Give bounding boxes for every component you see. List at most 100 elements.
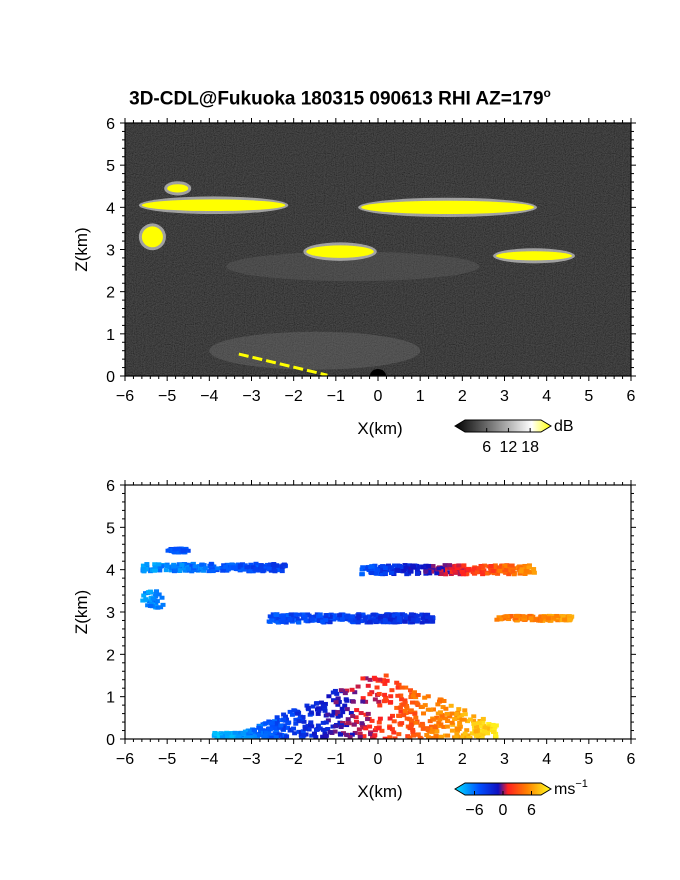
layer_3km_mid-cell xyxy=(358,619,364,624)
layer_4km_east-cell xyxy=(517,571,523,576)
boundary_layer-cell xyxy=(389,727,395,732)
layer_4km_west-cell xyxy=(225,567,231,572)
boundary_layer-cell xyxy=(408,718,414,723)
layer_4km_west-cell xyxy=(210,569,216,574)
boundary_layer-cell xyxy=(302,724,308,729)
layer_4km_east-cell xyxy=(400,565,406,570)
layer_3km_west-cell xyxy=(143,597,149,602)
boundary_layer-cell xyxy=(301,719,307,724)
layer_3km_mid-cell xyxy=(334,616,340,621)
x-tick-label: 4 xyxy=(542,751,551,768)
boundary_layer-cell xyxy=(377,703,383,708)
layer_4km_west-cell xyxy=(254,563,260,568)
layer_4km_east-cell xyxy=(438,571,444,576)
layer_3km_west-cell xyxy=(153,602,159,607)
layer-halo xyxy=(226,251,480,282)
boundary_layer-cell xyxy=(450,722,456,727)
boundary_layer-cell xyxy=(435,702,441,707)
layer_4km_west-cell xyxy=(258,563,264,568)
layer_4km_west-cell xyxy=(176,562,182,567)
layer_4km_west-cell xyxy=(152,562,158,567)
boundary_layer-cell xyxy=(477,732,483,737)
radar-site xyxy=(370,369,386,376)
layer_3km_mid-cell xyxy=(392,619,398,624)
layer_4km_east-cell xyxy=(499,565,505,570)
boundary_layer-cell xyxy=(359,721,365,726)
x-tick-label: −2 xyxy=(285,388,303,405)
layer_4_5km_west-cell xyxy=(176,546,182,551)
layer_4km_east-cell xyxy=(417,565,423,570)
layer_4km_east-cell xyxy=(523,569,529,574)
boundary_layer-cell xyxy=(352,690,358,695)
layer_3km_west-cell xyxy=(150,596,156,601)
layer_4km_west-cell xyxy=(247,568,253,573)
boundary_layer-cell xyxy=(372,733,378,738)
boundary_layer-cell xyxy=(410,700,416,705)
layer_3km_west-cell xyxy=(154,589,160,594)
plot-area xyxy=(125,485,631,739)
layer_3km_mid-cell xyxy=(316,618,322,623)
boundary_layer-cell xyxy=(434,729,440,734)
layer_4km_west-cell xyxy=(235,565,241,570)
boundary_layer-cell xyxy=(287,709,293,714)
boundary_layer-cell xyxy=(480,732,486,737)
boundary_layer-cell xyxy=(413,715,419,720)
layer_4km_east-cell xyxy=(511,572,517,577)
layer_4km_west-cell xyxy=(141,569,147,574)
boundary_layer-cell xyxy=(413,720,419,725)
x-tick-label: −4 xyxy=(200,751,218,768)
layer_4km_east-cell xyxy=(426,563,432,568)
boundary_layer-cell xyxy=(454,731,460,736)
layer_3km_mid-cell xyxy=(402,613,408,618)
boundary_layer-cell xyxy=(425,707,431,712)
layer_3km_mid-cell xyxy=(288,612,294,617)
layer_3km_mid-cell xyxy=(428,616,434,621)
boundary_layer-cell xyxy=(425,727,431,732)
boundary_layer-cell xyxy=(330,698,336,703)
boundary_layer-cell xyxy=(300,729,306,734)
boundary_layer-cell xyxy=(400,702,406,707)
layer_3km_mid-cell xyxy=(296,620,302,625)
boundary_layer-cell xyxy=(232,735,238,739)
layer_4km_west-cell xyxy=(182,568,188,573)
layer_4km_east-cell xyxy=(380,564,386,569)
layer_3km_east-cell xyxy=(537,618,543,623)
layer_4km_west-cell xyxy=(215,566,221,571)
boundary_layer-cell xyxy=(457,724,463,729)
boundary_layer-cell xyxy=(274,726,280,731)
boundary_layer-cell xyxy=(402,708,408,713)
layer_4km_west xyxy=(141,199,286,212)
layer_3km_east-cell xyxy=(508,613,514,618)
layer_4km_east-cell xyxy=(526,565,532,570)
colorbar: 6 12 18 dB xyxy=(454,418,574,456)
boundary_layer-cell xyxy=(407,735,413,739)
boundary_layer-cell xyxy=(404,706,410,711)
layer_3km_mid-cell xyxy=(373,618,379,623)
boundary_layer-cell xyxy=(408,708,414,713)
layer_3km_east-cell xyxy=(540,618,546,623)
boundary_layer-cell xyxy=(479,724,485,729)
boundary_layer-cell xyxy=(344,688,350,693)
boundary_layer-cell xyxy=(274,718,280,723)
boundary_layer-cell xyxy=(242,736,248,739)
layer_3km_east-cell xyxy=(514,618,520,623)
boundary_layer-cell xyxy=(263,721,269,726)
boundary_layer-cell xyxy=(251,727,257,732)
boundary_layer-cell xyxy=(360,699,366,704)
colorbar-tick-label: 18 xyxy=(521,439,539,456)
layer_4km_west-cell xyxy=(219,565,225,570)
layer_3km_east-cell xyxy=(532,618,538,623)
boundary_layer-cell xyxy=(482,729,488,734)
layer_4km_west-cell xyxy=(177,568,183,573)
layer_4km_east-cell xyxy=(496,565,502,570)
layer_4km_east-cell xyxy=(429,569,435,574)
boundary_layer-cell xyxy=(432,725,438,730)
boundary_layer-cell xyxy=(236,734,242,739)
layer_4km_east-cell xyxy=(406,563,412,568)
boundary_layer-cell xyxy=(291,708,297,713)
boundary_layer-cell xyxy=(320,727,326,732)
boundary_layer-cell xyxy=(269,724,275,729)
boundary_layer-cell xyxy=(480,716,486,721)
